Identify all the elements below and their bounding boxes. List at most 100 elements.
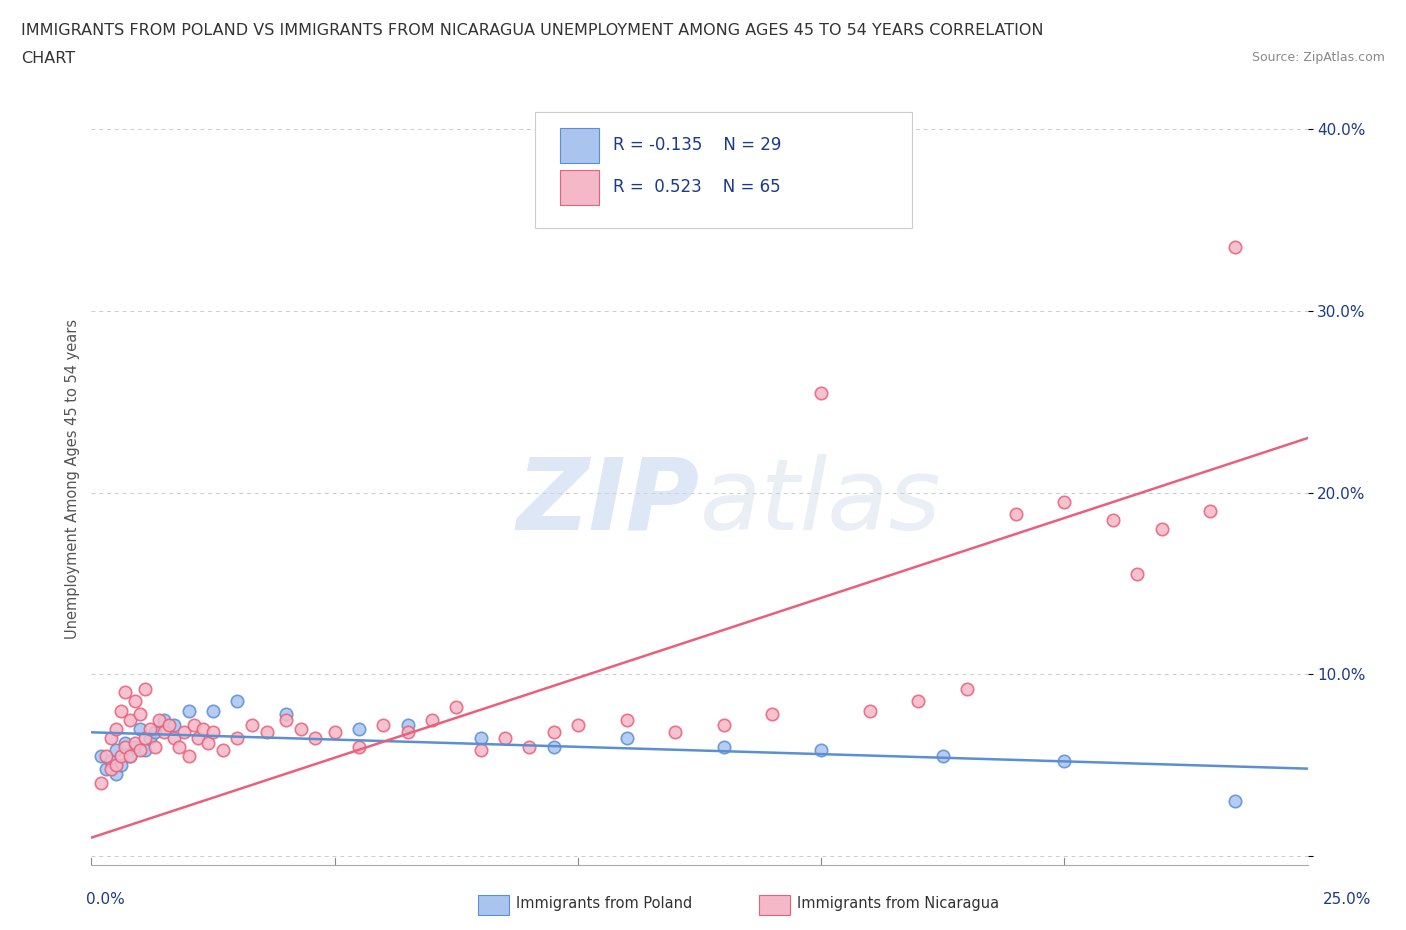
Point [1102, 512, 1125, 527]
Point [114, 736, 136, 751]
Point [907, 694, 929, 709]
Point [110, 758, 132, 773]
Text: 25.0%: 25.0% [1323, 892, 1371, 907]
Text: R = -0.135    N = 29: R = -0.135 N = 29 [613, 137, 782, 154]
Y-axis label: Unemployment Among Ages 45 to 54 years: Unemployment Among Ages 45 to 54 years [65, 319, 80, 639]
Point [470, 743, 492, 758]
Point [94, 761, 117, 776]
Point [104, 758, 127, 773]
Point [616, 712, 638, 727]
Point [567, 718, 589, 733]
Point [347, 722, 370, 737]
Point [494, 730, 516, 745]
Point [810, 385, 832, 400]
Point [177, 749, 200, 764]
Text: Immigrants from Nicaragua: Immigrants from Nicaragua [797, 897, 1000, 911]
Point [713, 739, 735, 754]
Point [163, 718, 186, 733]
Point [1126, 567, 1149, 582]
Point [470, 730, 492, 745]
Point [183, 718, 205, 733]
Point [444, 699, 467, 714]
Point [110, 749, 132, 764]
Point [420, 712, 443, 727]
FancyBboxPatch shape [536, 113, 912, 228]
Point [1199, 503, 1222, 518]
Text: ZIP: ZIP [516, 454, 699, 551]
Text: atlas: atlas [699, 454, 941, 551]
Point [124, 739, 146, 754]
Point [157, 718, 180, 733]
Point [129, 722, 152, 737]
Point [104, 766, 127, 781]
Point [290, 722, 312, 737]
Point [148, 712, 170, 727]
Point [114, 684, 136, 699]
Point [396, 724, 419, 739]
Point [100, 730, 122, 745]
Point [956, 682, 979, 697]
Point [134, 730, 156, 745]
Point [240, 718, 263, 733]
Point [163, 730, 186, 745]
Point [90, 749, 112, 764]
Point [120, 749, 142, 764]
Point [810, 743, 832, 758]
Point [100, 761, 122, 776]
Point [153, 724, 176, 739]
Point [543, 739, 565, 754]
Point [94, 749, 117, 764]
FancyBboxPatch shape [560, 170, 599, 205]
Point [100, 754, 122, 769]
Point [193, 722, 215, 737]
Point [713, 718, 735, 733]
Point [543, 724, 565, 739]
Point [129, 743, 152, 758]
Point [517, 739, 540, 754]
Point [347, 739, 370, 754]
Text: CHART: CHART [21, 51, 75, 66]
Point [197, 736, 219, 751]
Point [1053, 754, 1076, 769]
Point [664, 724, 686, 739]
Point [104, 743, 127, 758]
Point [173, 724, 195, 739]
Point [134, 743, 156, 758]
Point [256, 724, 278, 739]
Point [323, 724, 346, 739]
Point [616, 730, 638, 745]
Text: Immigrants from Poland: Immigrants from Poland [516, 897, 692, 911]
Point [1004, 507, 1026, 522]
Point [143, 724, 166, 739]
Text: 0.0%: 0.0% [86, 892, 125, 907]
Point [153, 712, 176, 727]
Point [761, 707, 783, 722]
Point [177, 703, 200, 718]
Point [274, 707, 297, 722]
Point [202, 724, 225, 739]
Point [226, 694, 249, 709]
FancyBboxPatch shape [560, 128, 599, 163]
Point [304, 730, 326, 745]
Point [104, 722, 127, 737]
Point [139, 722, 162, 737]
Point [90, 776, 112, 790]
Point [124, 736, 146, 751]
Text: R =  0.523    N = 65: R = 0.523 N = 65 [613, 179, 780, 196]
Point [226, 730, 249, 745]
Point [187, 730, 209, 745]
Point [396, 718, 419, 733]
Point [1053, 494, 1076, 509]
Point [124, 694, 146, 709]
Point [167, 739, 190, 754]
Point [202, 703, 225, 718]
Point [931, 749, 953, 764]
Point [211, 743, 233, 758]
Point [110, 703, 132, 718]
Point [143, 739, 166, 754]
Point [120, 749, 142, 764]
Point [120, 712, 142, 727]
Point [129, 707, 152, 722]
Point [859, 703, 882, 718]
Point [373, 718, 395, 733]
